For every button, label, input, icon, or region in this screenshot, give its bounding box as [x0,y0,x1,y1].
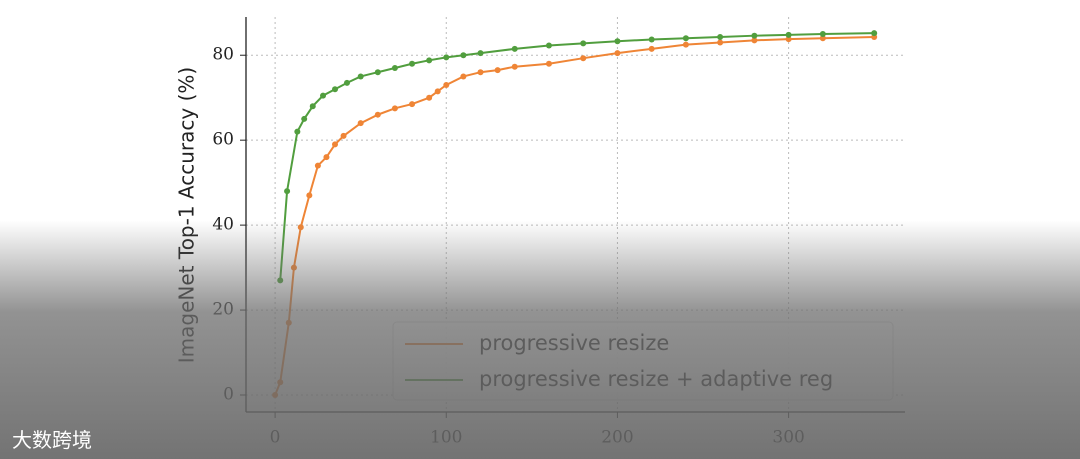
data-point [340,132,347,139]
data-point [314,162,321,169]
data-point [343,79,350,86]
data-point [580,40,587,47]
data-point [682,35,689,42]
y-axis-label: ImageNet Top-1 Accuracy (%) [175,67,199,363]
data-point [309,103,316,110]
data-point [306,192,313,199]
legend-label: progressive resize + adaptive reg [479,367,833,391]
y-tick-label: 80 [212,45,234,65]
legend-label: progressive resize [479,331,669,355]
y-tick-label: 60 [212,130,234,150]
data-point [391,64,398,71]
data-point [409,101,416,108]
x-tick-label: 100 [430,428,462,448]
data-point [545,60,552,67]
data-point [819,30,826,37]
data-point [494,67,501,74]
data-point [409,60,416,67]
data-point [511,45,518,52]
data-point [332,86,339,93]
data-point [751,32,758,39]
data-point [434,88,441,95]
data-point [477,69,484,76]
data-point [460,52,467,59]
data-point [374,111,381,118]
data-point [648,45,655,52]
data-point [272,392,279,399]
data-point [357,73,364,80]
data-point [277,277,284,284]
data-point [391,105,398,112]
data-point [443,81,450,88]
data-point [284,188,291,195]
data-point [477,50,484,57]
data-point [871,30,878,37]
data-point [426,94,433,101]
data-point [682,41,689,48]
data-point [277,379,284,386]
data-point [614,38,621,45]
x-tick-label: 0 [270,428,281,448]
y-tick-label: 0 [223,385,234,405]
x-tick-label: 200 [601,428,633,448]
data-point [785,31,792,38]
data-point [285,319,292,326]
data-point [332,141,339,148]
y-tick-label: 20 [212,300,234,320]
data-point [374,69,381,76]
data-point [511,63,518,70]
data-point [294,128,301,135]
data-point [460,73,467,80]
data-point [614,50,621,57]
y-tick-label: 40 [212,215,234,235]
data-point [648,36,655,43]
data-point [545,42,552,49]
x-tick-label: 300 [772,428,804,448]
data-point [580,55,587,62]
data-point [717,33,724,40]
series-line [279,32,875,281]
data-point [426,57,433,64]
data-point [320,92,327,99]
watermark: 大数跨境 [12,428,92,452]
data-point [301,115,308,122]
data-point [443,54,450,61]
data-point [357,120,364,127]
data-point [323,154,330,161]
data-point [717,39,724,46]
data-point [290,264,297,271]
data-point [297,224,304,231]
